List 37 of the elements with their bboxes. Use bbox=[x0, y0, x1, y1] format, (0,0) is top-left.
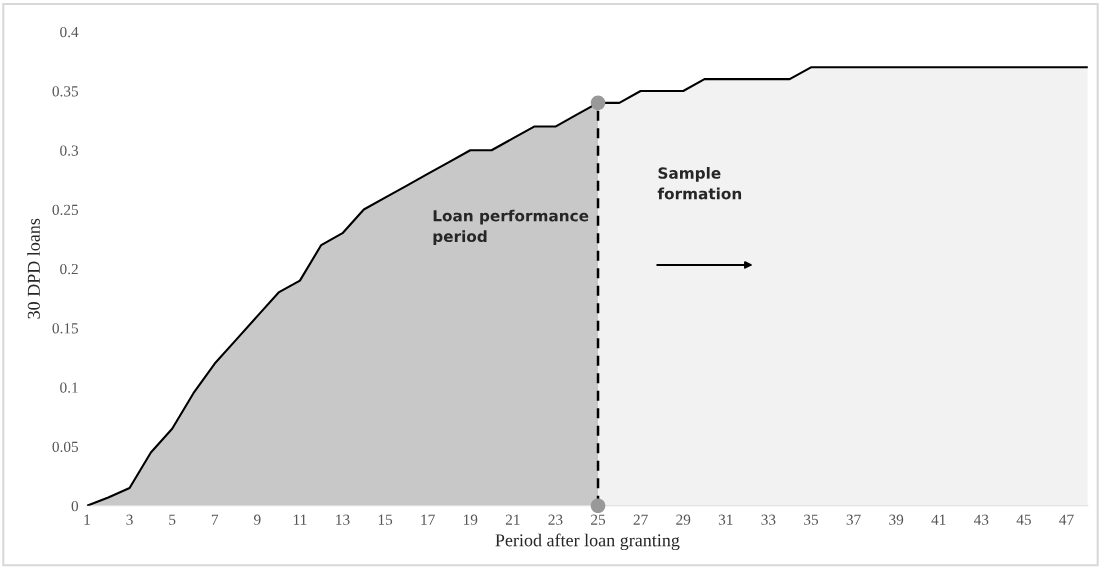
x-tick-label: 3 bbox=[126, 514, 133, 525]
x-tick-label: 23 bbox=[548, 514, 563, 525]
x-tick-label: 39 bbox=[889, 514, 904, 525]
x-axis-title: Period after loan granting bbox=[495, 533, 680, 551]
y-axis-title: 30 DPD loans bbox=[27, 218, 40, 319]
annotation: Sample formation bbox=[657, 167, 742, 200]
x-tick-label: 1 bbox=[84, 514, 90, 525]
x-tick-label: 21 bbox=[505, 514, 520, 525]
x-tick-label: 33 bbox=[761, 514, 776, 525]
x-tick-label: 43 bbox=[973, 514, 989, 525]
x-tick-label: 31 bbox=[718, 514, 733, 525]
x-tick-label: 47 bbox=[1059, 514, 1074, 525]
x-tick-label: 35 bbox=[804, 514, 819, 525]
y-tick-label: 0.2 bbox=[60, 263, 78, 275]
x-tick-label: 15 bbox=[378, 514, 393, 525]
y-tick-label: 0.4 bbox=[60, 26, 79, 38]
x-tick-label: 29 bbox=[676, 514, 691, 525]
y-tick-label: 0.35 bbox=[52, 86, 79, 97]
x-tick-label: 19 bbox=[463, 514, 478, 525]
x-tick-label: 13 bbox=[336, 514, 350, 525]
y-tick-label: 0.05 bbox=[52, 441, 79, 453]
x-tick-label: 25 bbox=[591, 514, 606, 525]
x-tick-label: 37 bbox=[846, 514, 861, 525]
y-tick-label: 0.15 bbox=[52, 323, 79, 334]
x-tick-label: 27 bbox=[633, 514, 648, 525]
y-tick-label: 0.3 bbox=[60, 145, 79, 156]
x-tick-label: 5 bbox=[169, 514, 176, 525]
x-tick-label: 45 bbox=[1016, 514, 1031, 525]
x-tick-label: 11 bbox=[293, 514, 307, 525]
y-tick-label: 0.1 bbox=[60, 382, 78, 393]
x-tick-label: 41 bbox=[931, 514, 946, 525]
x-tick-label: 9 bbox=[254, 514, 261, 525]
x-tick-label: 17 bbox=[421, 514, 435, 525]
annotation: Loan performance period bbox=[433, 209, 589, 246]
x-tick-label: 7 bbox=[211, 514, 219, 525]
y-tick-label: 0 bbox=[71, 500, 79, 512]
y-tick-label: 0.25 bbox=[52, 204, 79, 216]
